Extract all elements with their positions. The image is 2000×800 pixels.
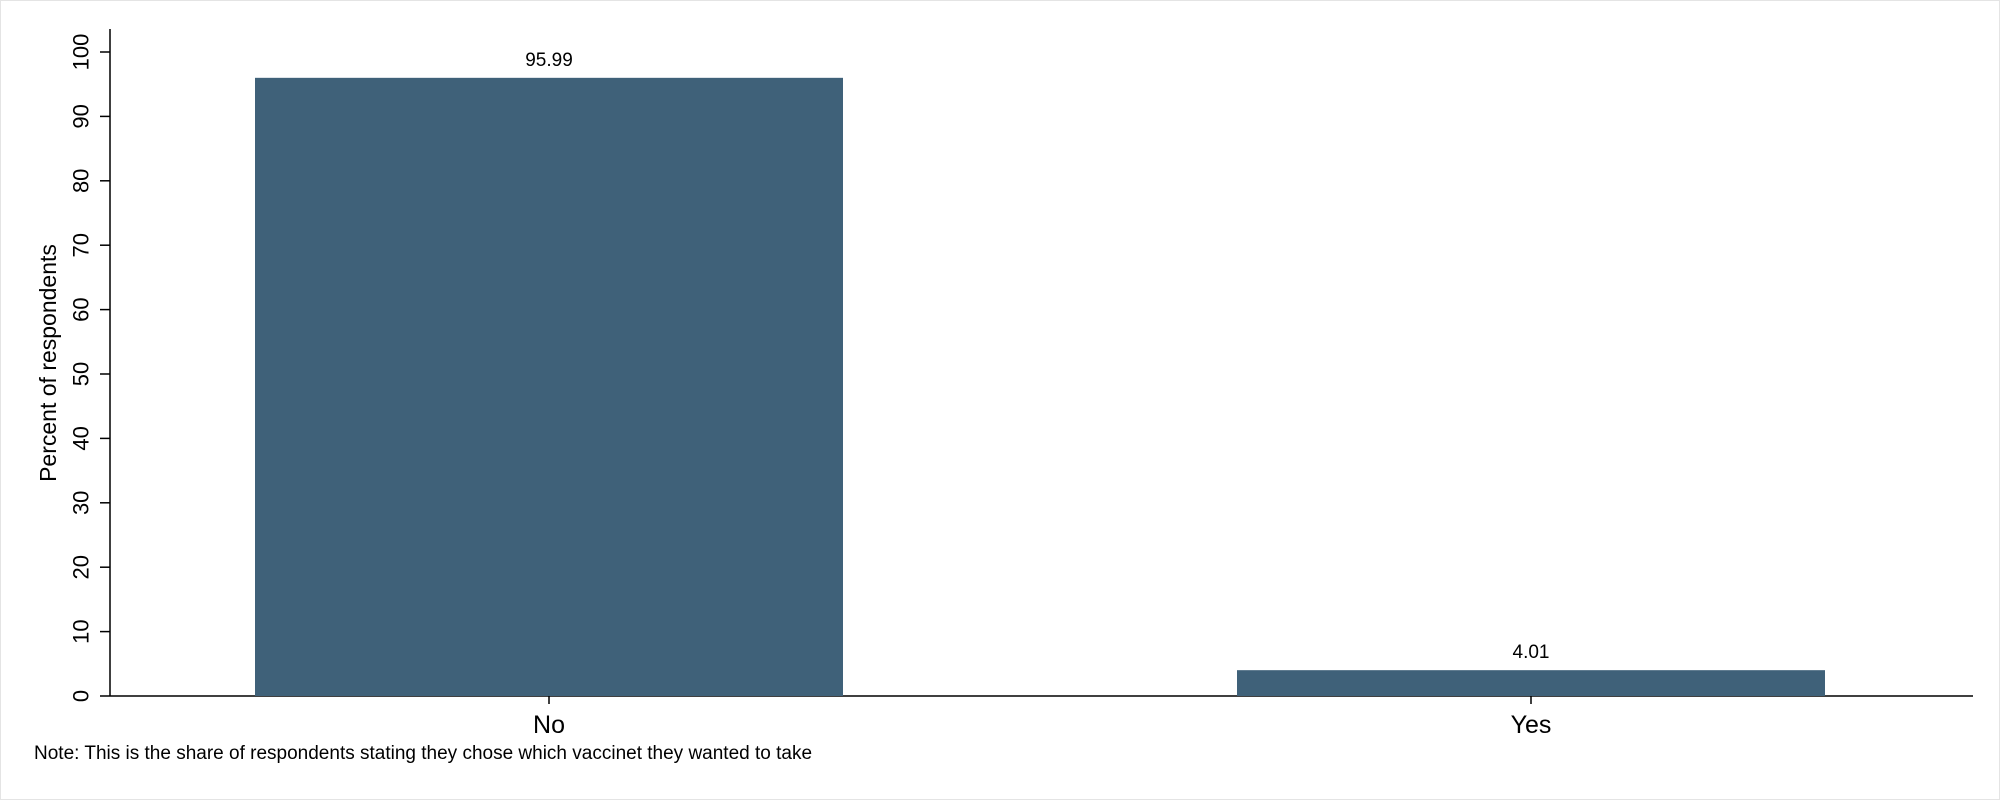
y-tick-label: 0	[69, 690, 94, 702]
y-axis: 0 10 20 30 40 50 60 70 80 90 100	[69, 29, 111, 702]
y-tick-label: 100	[69, 34, 94, 71]
y-tick-label: 80	[69, 169, 94, 193]
x-tick-label-yes: Yes	[1511, 711, 1552, 739]
y-axis-title: Percent of respondents	[35, 244, 61, 482]
bar-yes	[1237, 670, 1825, 696]
x-axis: No Yes	[110, 695, 1973, 739]
y-tick-label: 50	[69, 362, 94, 386]
bars	[255, 77, 1825, 696]
y-tick-label: 20	[69, 555, 94, 579]
y-tick-label: 10	[69, 619, 94, 643]
data-label-no: 95.99	[525, 50, 573, 71]
y-tick-label: 90	[69, 104, 94, 128]
bar-no	[255, 77, 843, 696]
y-tick-label: 70	[69, 233, 94, 257]
y-tick-label: 60	[69, 297, 94, 321]
y-tick-label: 40	[69, 426, 94, 450]
x-tick-label-no: No	[533, 711, 565, 739]
y-tick-label: 30	[69, 491, 94, 515]
chart-note: Note: This is the share of respondents s…	[34, 743, 813, 764]
data-labels: 95.99 4.01	[525, 50, 1549, 663]
data-label-yes: 4.01	[1513, 642, 1550, 663]
